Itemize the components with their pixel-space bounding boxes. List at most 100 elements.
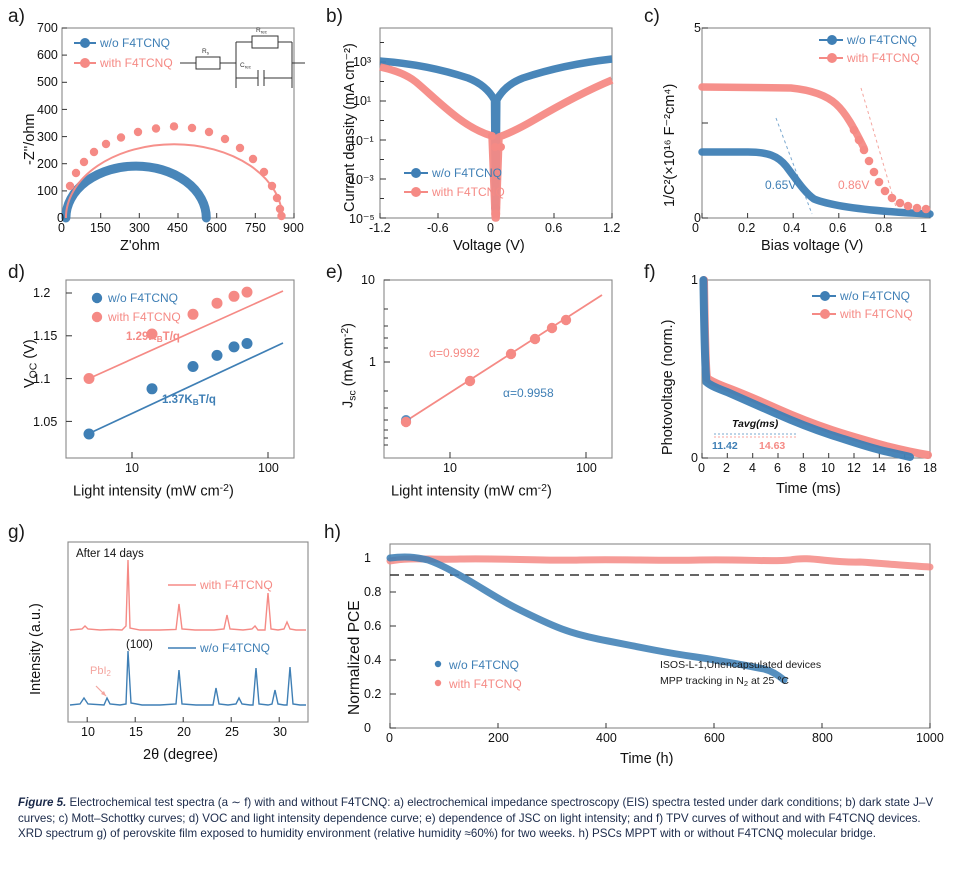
panel-d-ylabel: VOC (V) xyxy=(22,339,40,388)
panel-c-legend-without: w/o F4TCNQ xyxy=(847,33,918,47)
panel-b-xtick-0.6: 0.6 xyxy=(545,221,563,235)
panel-c-xtick-0.4: 0.4 xyxy=(783,221,801,235)
panel-a-axes xyxy=(61,27,295,219)
panel-c-label: c) xyxy=(644,6,660,27)
panel-h-plot xyxy=(386,543,934,729)
panel-d-ticks xyxy=(66,292,269,458)
panel-d-series-with xyxy=(83,286,284,384)
panel-a-ytick-500: 500 xyxy=(37,75,58,89)
panel-g-ylabel: Intensity (a.u.) xyxy=(28,603,44,695)
panel-f-ytick-1: 1 xyxy=(691,273,698,287)
panel-d-legend-without: w/o F4TCNQ xyxy=(108,291,179,305)
panel-a: a) xyxy=(0,0,318,258)
panel-h-xtick-0: 0 xyxy=(386,731,393,745)
panel-h-annotation-mpp: MPP tracking in N2 at 25 °C xyxy=(660,675,790,688)
panel-f-xtick-2: 2 xyxy=(723,461,730,475)
panel-b-ytick-1e-3: 10⁻³ xyxy=(349,173,374,187)
panel-a-xtick-600: 600 xyxy=(206,221,227,235)
panel-h-ytick-0.4: 0.4 xyxy=(364,653,382,667)
panel-g-series-with xyxy=(69,559,306,631)
panel-b-plot xyxy=(379,27,614,222)
panel-d-xlabel: Light intensity (mW cm-2) xyxy=(73,483,234,500)
panel-a-xtick-750: 750 xyxy=(245,221,266,235)
panel-d-ytick-1.20: 1.2 xyxy=(33,286,51,300)
panel-b-ylabel: Current density (mA cm⁻²) xyxy=(342,43,358,212)
panel-g-series-without xyxy=(69,650,306,706)
panel-f-xtick-16: 16 xyxy=(897,461,911,475)
panel-c-xtick-0.6: 0.6 xyxy=(829,221,847,235)
panel-b-xtick-0.0: 0 xyxy=(487,221,494,235)
panel-h-ytick-0.6: 0.6 xyxy=(364,619,382,633)
panel-a-xtick-300: 300 xyxy=(129,221,150,235)
panel-f-ytick-0: 0 xyxy=(691,451,698,465)
panel-d-label: d) xyxy=(8,262,25,283)
panel-h-xtick-600: 600 xyxy=(704,731,725,745)
panel-a-ytick-700: 700 xyxy=(37,21,58,35)
panel-g-legend-with: with F4TCNQ xyxy=(200,578,273,592)
panel-c-legend xyxy=(819,35,843,63)
panel-c-ytick-5: 5 xyxy=(694,21,701,35)
panel-c-xtick-0.2: 0.2 xyxy=(738,221,756,235)
panel-c-ylabel: 1/C²(×10¹⁶ F⁻²cm⁴) xyxy=(662,83,678,207)
panel-f-xtick-4: 4 xyxy=(749,461,756,475)
panel-d-xtick-10: 10 xyxy=(125,461,139,475)
svg-text:Rs: Rs xyxy=(202,48,210,56)
pbi2-arrow-icon xyxy=(95,685,107,697)
panel-a-label: a) xyxy=(8,6,25,27)
panel-a-legend-with: with F4TCNQ xyxy=(100,56,173,70)
panel-b-legend-without: w/o F4TCNQ xyxy=(432,166,503,180)
panel-g-annotation-pbi2: PbI2 xyxy=(90,665,111,678)
panel-h-ytick-0.2: 0.2 xyxy=(364,687,382,701)
svg-text:Rrec: Rrec xyxy=(256,27,268,35)
panel-f-series-without xyxy=(699,276,914,461)
panel-a-ytick-300: 300 xyxy=(37,130,58,144)
panel-b-ytick-1e-5: 10⁻⁵ xyxy=(349,212,375,226)
panel-a-ylabel: -Z''/ohm xyxy=(22,113,38,165)
panel-h-xtick-400: 400 xyxy=(596,731,617,745)
panel-a-xtick-900: 900 xyxy=(283,221,304,235)
panel-a-xtick-450: 450 xyxy=(167,221,188,235)
panel-b-xtick--0.6: -0.6 xyxy=(427,221,449,235)
panel-g-ticks xyxy=(86,717,280,722)
panel-b-ytick-1e3: 10³ xyxy=(353,55,372,69)
panel-e-ticks xyxy=(384,279,587,458)
panel-h-label: h) xyxy=(324,522,341,543)
panel-g-xtick-25: 25 xyxy=(225,725,239,739)
panel-g-label: g) xyxy=(8,522,25,543)
panel-h-xtick-800: 800 xyxy=(812,731,833,745)
panel-e-plot xyxy=(383,279,613,459)
panel-h-legend-without: w/o F4TCNQ xyxy=(449,658,520,672)
panel-f-ylabel: Photovoltage (norm.) xyxy=(660,319,676,455)
panel-f-tavg-header: Tavg(ms) xyxy=(732,418,779,430)
panel-d-legend xyxy=(91,292,103,323)
panel-g: g) xyxy=(0,520,330,790)
panel-g-annotation-100-peak: (100) xyxy=(126,639,153,651)
panel-h-legend xyxy=(434,660,442,687)
panel-f: f) xyxy=(636,258,957,520)
panel-g-annotation-aging: After 14 days xyxy=(76,548,144,560)
panel-g-xtick-15: 15 xyxy=(129,725,143,739)
panel-b-legend-with: with F4TCNQ xyxy=(432,185,505,199)
panel-f-xtick-0: 0 xyxy=(698,461,705,475)
panel-c-xtick-0.0: 0 xyxy=(692,221,699,235)
panel-d-annotation-ideality-with: 1.29KBT/q xyxy=(126,331,180,345)
panel-f-tavg-inset xyxy=(714,433,796,438)
panel-b-series-with xyxy=(379,63,614,222)
panel-h-series-with xyxy=(386,555,934,571)
panel-b-ticks xyxy=(379,42,613,219)
panel-f-xtick-18: 18 xyxy=(923,461,937,475)
panel-f-xtick-8: 8 xyxy=(799,461,806,475)
panel-d-legend-with: with F4TCNQ xyxy=(108,310,181,324)
panel-c-xtick-0.8: 0.8 xyxy=(875,221,893,235)
panel-e-xlabel: Light intensity (mW cm-2) xyxy=(391,483,552,500)
panel-e: e) α=0.9992 α=0 xyxy=(318,258,636,520)
panel-e-ylabel: Jsc (mA cm-2) xyxy=(340,323,359,408)
panel-h-ytick-0.8: 0.8 xyxy=(364,585,382,599)
panel-f-xtick-6: 6 xyxy=(774,461,781,475)
panel-b-ytick-1e1: 10¹ xyxy=(353,94,372,108)
panel-a-legend-without: w/o F4TCNQ xyxy=(100,36,171,50)
panel-c-ytick-0: 0 xyxy=(694,211,701,225)
panel-f-legend-with: with F4TCNQ xyxy=(840,307,913,321)
panel-a-legend xyxy=(74,38,96,68)
panel-e-annotation-alpha-with: α=0.9992 xyxy=(429,346,480,360)
